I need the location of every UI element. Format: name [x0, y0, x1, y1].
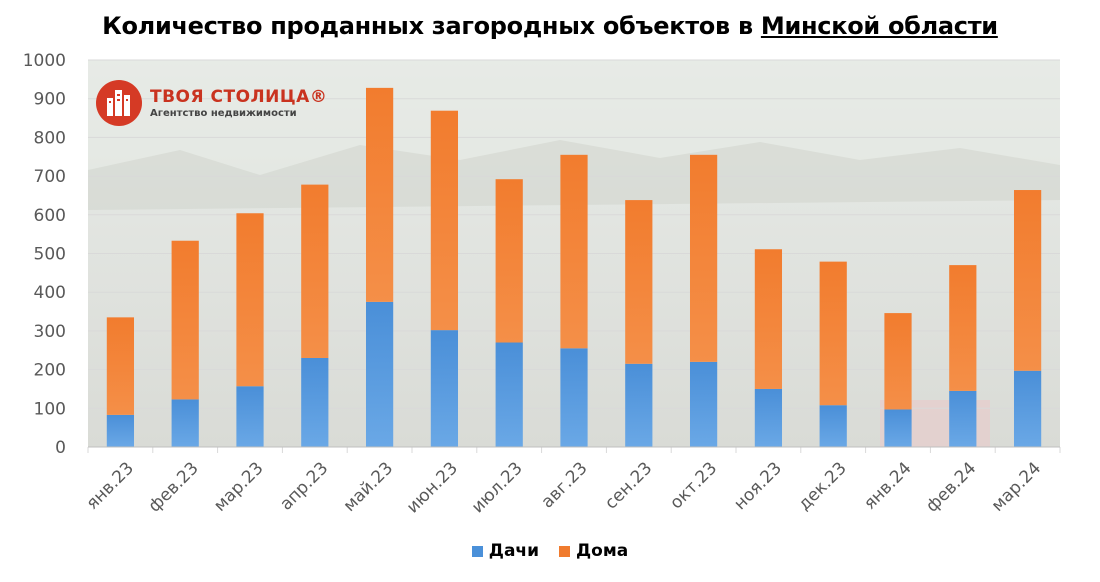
x-tick-label: фев.24 [922, 458, 980, 516]
bar-segment-doma [171, 240, 199, 400]
bar-segment-doma [430, 110, 459, 331]
bar-segment-dachi [625, 363, 653, 447]
bar-segment-dachi [365, 301, 394, 447]
bar-segment-dachi [560, 348, 588, 447]
bar-segment-dachi [754, 388, 783, 447]
x-tick-label: июл.23 [468, 458, 527, 517]
x-tick-label: фев.23 [145, 458, 203, 516]
legend: Дачи Дома [0, 541, 1100, 561]
x-tick-label: мар.23 [210, 458, 267, 515]
chart-title: Количество проданных загородных объектов… [102, 12, 998, 40]
bar-segment-dachi [301, 357, 329, 447]
bar-segment-doma [365, 87, 394, 302]
y-axis-ticks: 0 100 200 300 400 500 600 700 800 900 1000 [23, 51, 66, 458]
bar-segment-doma [949, 265, 977, 391]
logo-building-icon [96, 80, 142, 126]
y-tick-label: 200 [34, 361, 66, 381]
bar-segment-doma [625, 200, 653, 364]
y-tick-label: 1000 [23, 51, 66, 71]
x-tick-label: янв.23 [82, 458, 137, 513]
bar-segment-doma [495, 179, 523, 343]
bar-segment-doma [689, 154, 718, 362]
legend-item-doma: Дома [559, 541, 628, 561]
x-tick-label: дек.23 [794, 458, 850, 514]
bar-segment-doma [301, 184, 329, 358]
y-tick-label: 700 [34, 167, 66, 187]
x-tick-label: ноя.23 [730, 458, 786, 514]
bar-segment-dachi [430, 330, 459, 447]
legend-swatch-doma [559, 545, 570, 557]
bar-segment-dachi [884, 409, 912, 447]
bar-segment-dachi [949, 390, 977, 447]
bar-segment-dachi [106, 414, 135, 447]
y-tick-label: 900 [34, 90, 66, 110]
x-tick-label: мар.24 [988, 458, 1045, 515]
chart-title-region: Минской области [760, 12, 998, 40]
legend-swatch-dachi [471, 545, 483, 557]
bar-segment-dachi [819, 405, 847, 447]
agency-logo: ТВОЯ СТОЛИЦА® Агентство недвижимости [96, 80, 327, 126]
y-tick-label: 300 [34, 322, 66, 342]
y-tick-label: 0 [55, 438, 66, 458]
bar-segment-doma [884, 313, 912, 410]
bar-segment-doma [560, 154, 588, 349]
x-tick-label: сен.23 [601, 458, 656, 513]
bar-segment-dachi [1013, 370, 1042, 447]
y-tick-label: 100 [34, 399, 66, 419]
y-tick-label: 600 [34, 206, 66, 226]
legend-label-dachi: Дачи [488, 541, 539, 561]
y-tick-label: 800 [34, 128, 66, 148]
logo-tagline: Агентство недвижимости [150, 108, 297, 119]
legend-label-doma: Дома [576, 541, 629, 561]
bar-segment-dachi [689, 361, 718, 447]
x-tick-label: май.23 [340, 458, 398, 516]
x-axis-ticks: янв.23 фев.23 мар.23 апр.23 май.23 июн.23 июл.… [82, 446, 1061, 517]
y-tick-label: 500 [34, 245, 66, 265]
bar-segment-doma [1013, 190, 1042, 371]
bar-segment-doma [236, 213, 264, 387]
x-tick-label: авг.23 [538, 458, 592, 512]
x-tick-label: июн.23 [403, 458, 462, 517]
bar-segment-doma [106, 317, 135, 415]
x-tick-label: окт.23 [666, 458, 721, 513]
bar-segment-dachi [236, 386, 264, 447]
bar-segment-doma [819, 261, 847, 406]
y-tick-label: 400 [34, 283, 66, 303]
bars [106, 87, 1042, 447]
logo-brand-text: ТВОЯ СТОЛИЦА® [150, 87, 328, 107]
x-tick-label: янв.24 [860, 458, 915, 513]
bar-segment-dachi [495, 342, 523, 447]
bar-segment-doma [754, 249, 783, 389]
legend-item-dachi: Дачи [471, 541, 539, 561]
x-tick-label: апр.23 [276, 458, 332, 514]
bar-segment-dachi [171, 399, 199, 447]
